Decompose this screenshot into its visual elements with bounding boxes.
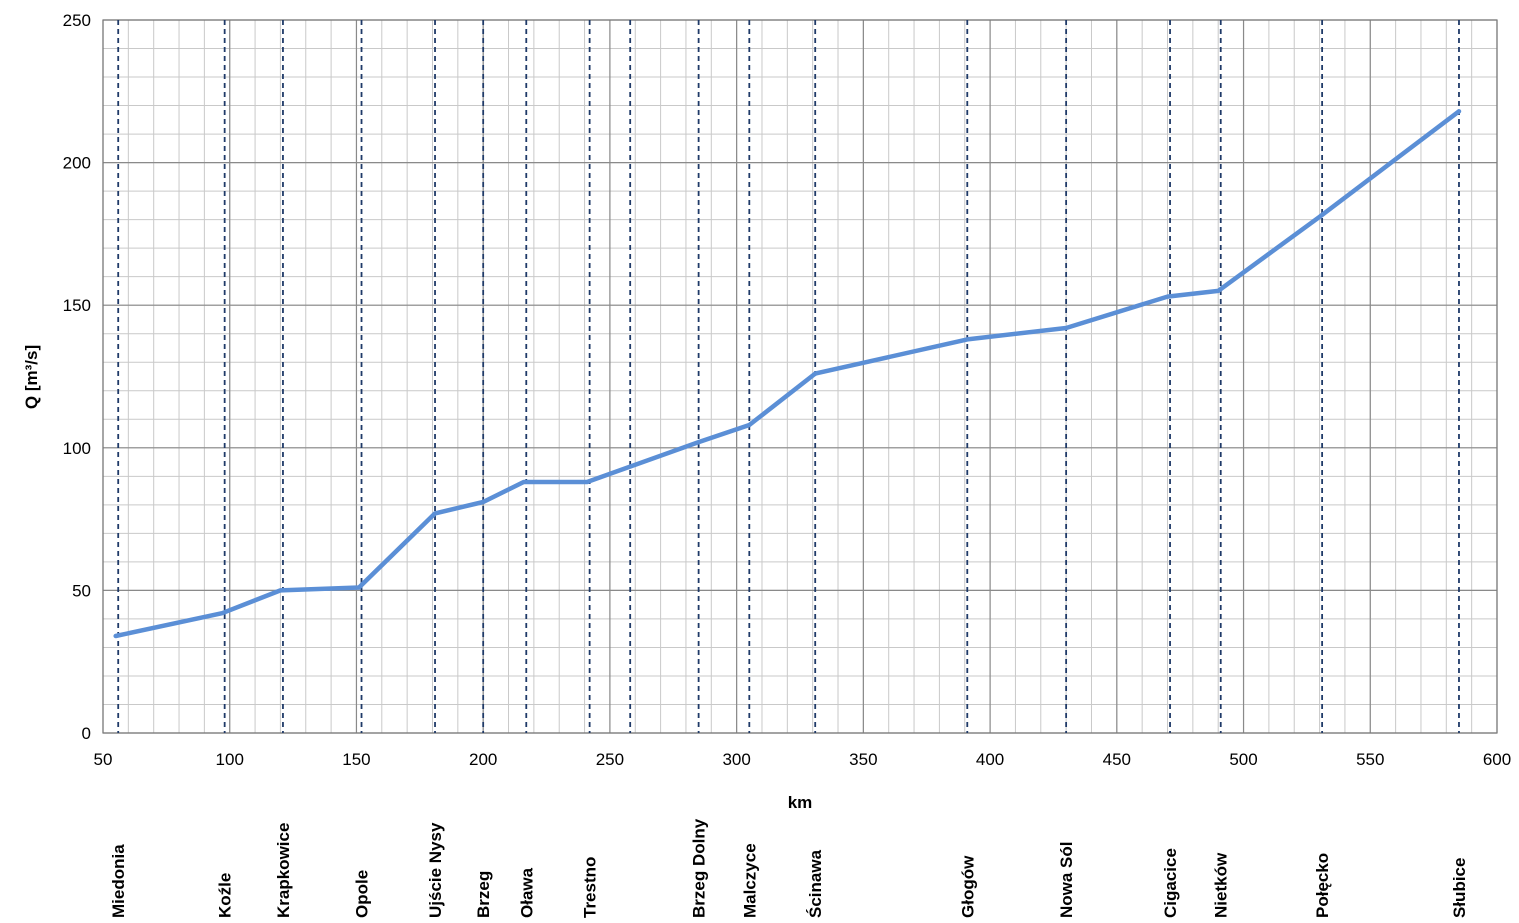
station-label: Opole (353, 870, 372, 918)
x-tick-label: 450 (1103, 750, 1131, 769)
y-tick-label: 0 (82, 724, 91, 743)
station-label: Nowa Sól (1057, 841, 1076, 918)
x-tick-label: 550 (1356, 750, 1384, 769)
station-label: Malczyce (740, 843, 759, 918)
station-label: Miedonia (109, 844, 128, 918)
y-tick-label: 100 (63, 439, 91, 458)
plot-border (102, 19, 1498, 734)
station-label: Nietków (1212, 852, 1231, 918)
x-tick-label: 600 (1483, 750, 1511, 769)
y-tick-label: 150 (63, 296, 91, 315)
station-label: Ścinawa (806, 849, 825, 918)
station-label: Ujście Nysy (426, 822, 445, 918)
station-label: Koźle (216, 873, 235, 918)
station-markers (117, 20, 1460, 733)
station-label: Głogów (958, 855, 977, 918)
x-axis-title: km (788, 793, 813, 812)
station-label: Połęcko (1313, 853, 1332, 918)
x-tick-label: 300 (722, 750, 750, 769)
x-tick-label: 500 (1229, 750, 1257, 769)
station-label: Cigacice (1161, 848, 1180, 918)
x-tick-label: 50 (94, 750, 113, 769)
tick-labels: 50 100 150 200 250 300 350 400 450 500 550 60005010… (63, 11, 1512, 769)
station-label: Trestno (581, 857, 600, 918)
y-tick-label: 200 (63, 154, 91, 173)
station-label: Brzeg Dolny (690, 818, 709, 918)
x-tick-label: 400 (976, 750, 1004, 769)
station-label: Oława (517, 867, 536, 918)
series-layer (113, 109, 1462, 639)
station-label: Brzeg (474, 871, 493, 918)
x-tick-label: 350 (849, 750, 877, 769)
station-labels: Miedonia Koźle Krapkowice Opole Ujście Nysy B… (109, 818, 1469, 918)
major-grid (102, 19, 1498, 734)
station-label: Słubice (1450, 858, 1469, 918)
y-tick-label: 50 (72, 581, 91, 600)
minor-grid (102, 19, 1498, 734)
y-axis-title: Q [m³/s] (22, 345, 41, 409)
x-tick-label: 100 (216, 750, 244, 769)
y-tick-label: 250 (63, 11, 91, 30)
station-label: Krapkowice (274, 823, 293, 918)
x-tick-label: 200 (469, 750, 497, 769)
x-tick-label: 250 (596, 750, 624, 769)
x-tick-label: 150 (342, 750, 370, 769)
